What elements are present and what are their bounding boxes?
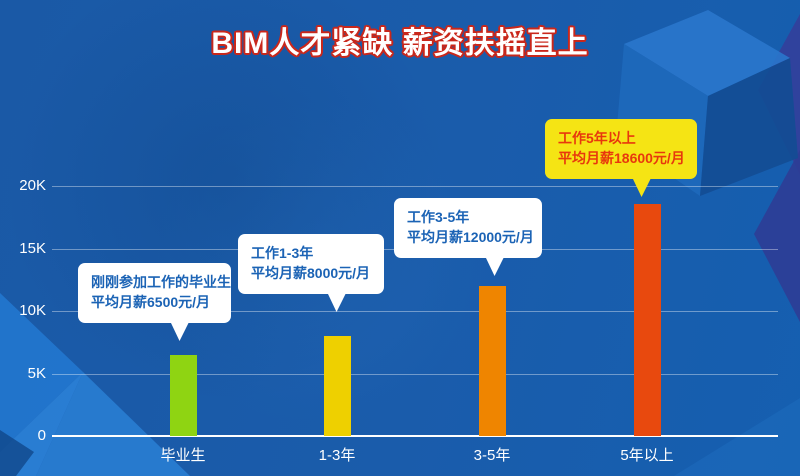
- callout-text-line: 工作3-5年: [407, 209, 470, 225]
- callout-text-line: 工作5年以上: [558, 130, 636, 146]
- x-axis-category-label: 1-3年: [318, 447, 356, 464]
- gridline: [52, 186, 778, 187]
- y-axis-tick-label: 5K: [27, 364, 46, 382]
- salary-bar: [169, 354, 197, 436]
- salary-callout-bubble: 刚刚参加工作的毕业生 平均月薪6500元/月: [78, 263, 231, 323]
- callout-text-line: 平均月薪12000元/月: [407, 229, 534, 245]
- callout-text-line: 平均月薪18600元/月: [558, 150, 685, 166]
- salary-bar: [478, 286, 506, 436]
- callout-text-line: 平均月薪8000元/月: [251, 265, 371, 281]
- y-axis-tick-label: 20K: [19, 177, 46, 194]
- y-axis-tick-label: 10K: [19, 302, 46, 319]
- callout-text-line: 平均月薪6500元/月: [91, 294, 211, 310]
- callout-text-line: 工作1-3年: [251, 245, 314, 261]
- gridline: [52, 373, 778, 375]
- salary-bar: [633, 203, 661, 436]
- page-title: BIM人才紧缺 薪资扶摇直上: [211, 27, 589, 60]
- salary-callout-bubble: 工作3-5年平均月薪12000元/月: [394, 198, 542, 258]
- y-axis-tick-label: 15K: [19, 239, 46, 257]
- salary-callout-bubble: 工作1-3年平均月薪8000元/月: [238, 234, 384, 294]
- salary-callout-bubble: 工作5年以上平均月薪18600元/月: [545, 119, 697, 179]
- x-axis-line: [52, 435, 778, 437]
- x-axis-category-label: 3-5年: [473, 447, 511, 464]
- y-axis-tick-label: 0: [37, 427, 46, 444]
- salary-bar: [323, 336, 351, 436]
- callout-text-line: 刚刚参加工作的毕业生: [91, 274, 231, 290]
- gridline: [52, 311, 778, 312]
- x-axis-category-label: 毕业生: [160, 447, 206, 464]
- x-axis-category-label: 5年以上: [620, 447, 674, 464]
